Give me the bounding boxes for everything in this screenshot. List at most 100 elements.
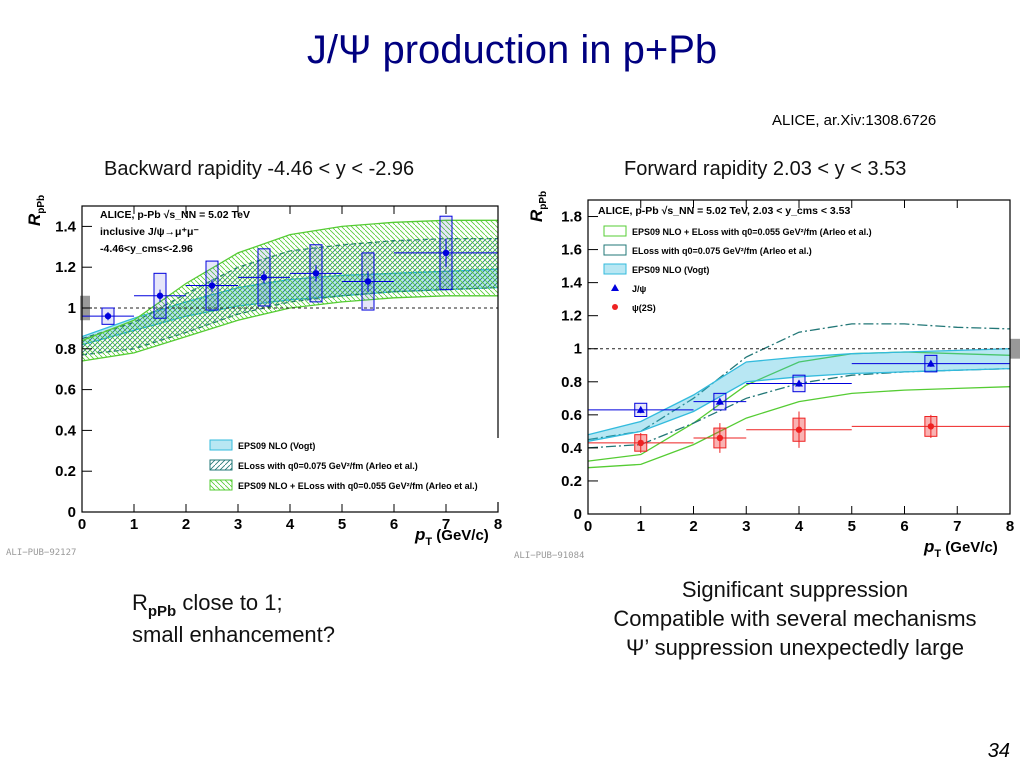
left-note: RpPb close to 1; small enhancement? xyxy=(132,588,335,649)
y-axis-label: RpPb xyxy=(527,191,549,222)
right-note: Significant suppression Compatible with … xyxy=(560,575,1024,662)
legend-label: EPS09 NLO + ELoss with q0=0.055 GeV²/fm … xyxy=(632,227,872,237)
y-tick-label: 0 xyxy=(574,506,582,523)
data-point xyxy=(364,278,372,285)
data-point xyxy=(795,426,803,433)
x-axis-label-var: p xyxy=(414,525,425,544)
legend-marker xyxy=(611,284,619,291)
slide-title: J/Ψ production in p+Pb xyxy=(306,28,718,72)
data-point xyxy=(260,274,268,281)
x-tick-label: 8 xyxy=(494,516,502,533)
y-tick-label: 1 xyxy=(68,300,76,317)
right-note-line3: Ψ’ suppression unexpectedly large xyxy=(626,635,964,660)
x-tick-label: 5 xyxy=(848,518,856,535)
right-note-line2: Compatible with several mechanisms xyxy=(613,606,977,631)
y-axis-label-var: R xyxy=(527,209,546,222)
y-tick-label: 0.6 xyxy=(561,407,582,424)
legend-swatch xyxy=(209,439,233,451)
x-tick-label: 4 xyxy=(795,518,804,535)
data-point xyxy=(715,397,724,405)
legend-label: ψ(2S) xyxy=(632,303,656,313)
legend-marker xyxy=(612,304,618,310)
x-tick-label: 2 xyxy=(689,518,697,535)
publication-tag: ALI−PUB−91084 xyxy=(514,551,584,561)
left-note-line1: RpPb close to 1; xyxy=(132,588,335,620)
x-tick-label: 3 xyxy=(234,516,242,533)
forward-rapidity-chart: 0 1 2 3 4 5 6 7 8 0 0.2 0.4 0.6 0.8 1 1.2 1.4 1.6 1.8 pT (G… xyxy=(514,191,1020,561)
data-point xyxy=(795,379,803,387)
backward-rapidity-chart: 0 1 2 3 4 5 6 7 8 0 0.2 0.4 0.6 0.8 1 1.2 1.4 pT (GeV/c) R… xyxy=(6,195,502,558)
x-tick-label: 6 xyxy=(390,516,398,533)
data-point xyxy=(927,423,935,430)
y-tick-label: 1 xyxy=(574,341,582,358)
y-axis-label-sub: pPb xyxy=(538,191,549,210)
legend-background xyxy=(598,224,898,280)
legend-label: EPS09 NLO (Vogt) xyxy=(632,265,709,275)
y-tick-label: 0.4 xyxy=(561,440,583,457)
x-tick-label: 1 xyxy=(637,518,645,535)
y-tick-label: 0.4 xyxy=(55,422,77,439)
reference-citation: ALICE, ar.Xiv:1308.6726 xyxy=(772,112,937,129)
y-tick-label: 1.6 xyxy=(561,242,582,259)
legend-label: ELoss with q0=0.075 GeV²/fm (Arleo et al… xyxy=(632,246,812,256)
x-tick-label: 7 xyxy=(953,518,961,535)
model-curve-high xyxy=(587,323,1011,441)
x-tick-label: 1 xyxy=(130,516,138,533)
x-axis-label-unit: (GeV/c) xyxy=(941,539,998,556)
rppb-symbol: R xyxy=(132,590,148,615)
global-systematic-box xyxy=(1010,338,1020,359)
data-point xyxy=(636,405,645,413)
y-tick-label: 1.2 xyxy=(561,308,582,325)
model-curve-high xyxy=(81,219,498,342)
x-tick-label: 7 xyxy=(442,516,450,533)
left-note-line2: small enhancement? xyxy=(132,622,336,647)
y-axis-label-sub: pPb xyxy=(36,195,47,214)
legend-background xyxy=(205,438,500,502)
data-point xyxy=(716,434,724,442)
y-tick-label: 0.8 xyxy=(55,341,76,358)
y-tick-label: 0 xyxy=(68,504,76,521)
chart-header-line: -4.46<y_cms<-2.96 xyxy=(100,243,193,255)
x-axis-label: pT (GeV/c) xyxy=(923,537,998,560)
legend-label: ELoss with q0=0.075 GeV²/fm (Arleo et al… xyxy=(238,461,418,471)
left-note-text: close to 1; xyxy=(176,590,283,615)
x-tick-label: 4 xyxy=(286,516,295,533)
x-tick-label: 0 xyxy=(78,516,86,533)
y-tick-label: 0.6 xyxy=(55,382,76,399)
rppb-subscript: pPb xyxy=(147,603,177,620)
legend-swatch xyxy=(209,459,233,471)
x-tick-label: 8 xyxy=(1006,518,1014,535)
y-tick-label: 1.2 xyxy=(55,259,76,276)
right-note-line1: Significant suppression xyxy=(681,577,909,602)
data-point xyxy=(208,282,216,289)
legend-label: EPS09 NLO + ELoss with q0=0.055 GeV²/fm … xyxy=(238,481,478,491)
y-tick-label: 0.2 xyxy=(55,463,76,480)
data-point xyxy=(926,359,935,367)
x-axis-label: pT (GeV/c) xyxy=(414,525,489,548)
x-tick-label: 3 xyxy=(742,518,750,535)
data-point xyxy=(156,292,164,299)
x-tick-label: 5 xyxy=(338,516,346,533)
model-curve-low xyxy=(587,386,1011,469)
y-tick-label: 0.2 xyxy=(561,473,582,490)
x-tick-label: 6 xyxy=(900,518,908,535)
data-point xyxy=(104,312,112,320)
legend-label: EPS09 NLO (Vogt) xyxy=(238,441,315,451)
x-axis-label-sub: T xyxy=(934,548,941,560)
y-tick-label: 1.8 xyxy=(561,209,582,226)
right-panel-heading: Forward rapidity 2.03 < y < 3.53 xyxy=(624,158,907,180)
legend-swatch xyxy=(603,263,627,275)
y-tick-label: 1.4 xyxy=(561,275,583,292)
y-tick-label: 1.4 xyxy=(55,218,77,235)
x-tick-label: 0 xyxy=(584,518,592,535)
left-panel-heading: Backward rapidity -4.46 < y < -2.96 xyxy=(104,158,415,180)
legend-label: J/ψ xyxy=(632,284,647,294)
page-number: 34 xyxy=(987,740,1010,762)
y-axis-label: RpPb xyxy=(25,195,47,226)
model-band xyxy=(82,220,498,361)
chart-header-line: ALICE, p-Pb √s_NN = 5.02 TeV, 2.03 < y_c… xyxy=(598,205,851,217)
data-point xyxy=(312,270,320,277)
x-axis-label-sub: T xyxy=(425,536,432,548)
x-axis-label-unit: (GeV/c) xyxy=(432,527,489,544)
model-curve-high xyxy=(587,348,1011,436)
